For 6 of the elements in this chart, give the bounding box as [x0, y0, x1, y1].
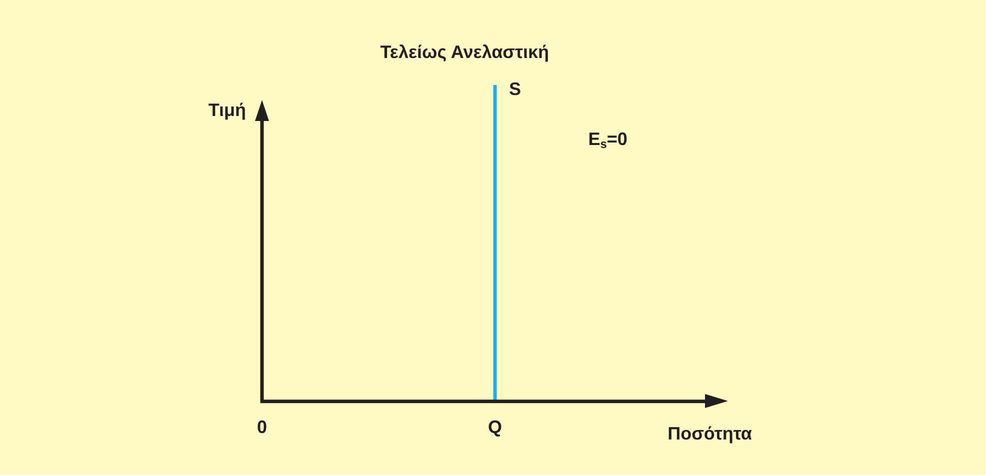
x-tick-label: Q — [488, 417, 502, 438]
x-axis-title: Ποσότητα — [668, 423, 752, 444]
y-axis-title: Τιμή — [208, 100, 246, 120]
x-tick-label: 0 — [256, 417, 268, 438]
series-label: S — [509, 79, 522, 99]
chart-title: Τελείως Ανελαστική — [380, 42, 550, 62]
